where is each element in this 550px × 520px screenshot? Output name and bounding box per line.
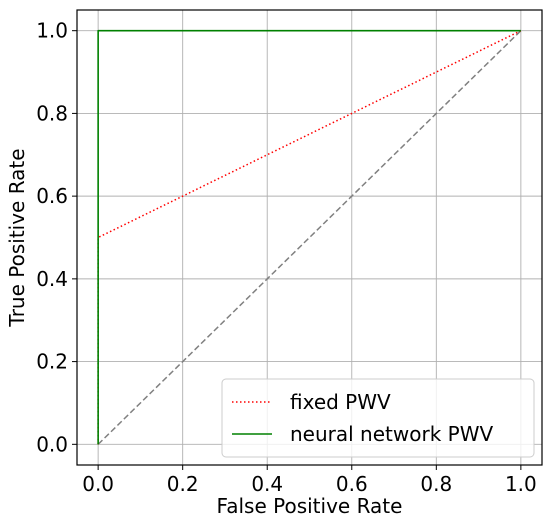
x-tick-label-1: 0.2 — [167, 472, 199, 496]
x-tick-label-2: 0.4 — [251, 472, 283, 496]
plot-area-frame — [76, 9, 543, 466]
x-axis-label: False Positive Rate — [217, 494, 403, 518]
y-tick-label-5: 1.0 — [36, 19, 68, 43]
legend-box — [221, 378, 535, 458]
series-line-1 — [97, 29, 521, 445]
y-tick-label-0: 0.0 — [36, 432, 68, 456]
legend: fixed PWV neural network PWV — [221, 378, 535, 458]
x-tick-label-4: 0.8 — [420, 472, 452, 496]
y-axis-label: True Positive Rate — [5, 148, 29, 327]
series-lines — [97, 29, 522, 445]
y-tick-label-4: 0.8 — [36, 101, 68, 125]
y-tick-label-3: 0.6 — [36, 184, 68, 208]
x-tick-label-3: 0.6 — [336, 472, 368, 496]
y-tick-label-2: 0.4 — [36, 267, 68, 291]
x-tick-label-5: 1.0 — [505, 472, 537, 496]
grid-lines — [77, 10, 542, 465]
x-tick-label-0: 0.0 — [82, 472, 114, 496]
legend-label-fixed-pwv: fixed PWV — [290, 390, 391, 414]
y-tick-label-1: 0.2 — [36, 350, 68, 374]
axis-ticks: 0.0 0.2 0.4 0.6 0.8 1.0 0.0 0.2 0.4 0.6 0.8 1.0 — [36, 19, 537, 496]
legend-label-neural-network-pwv: neural network PWV — [290, 422, 493, 446]
